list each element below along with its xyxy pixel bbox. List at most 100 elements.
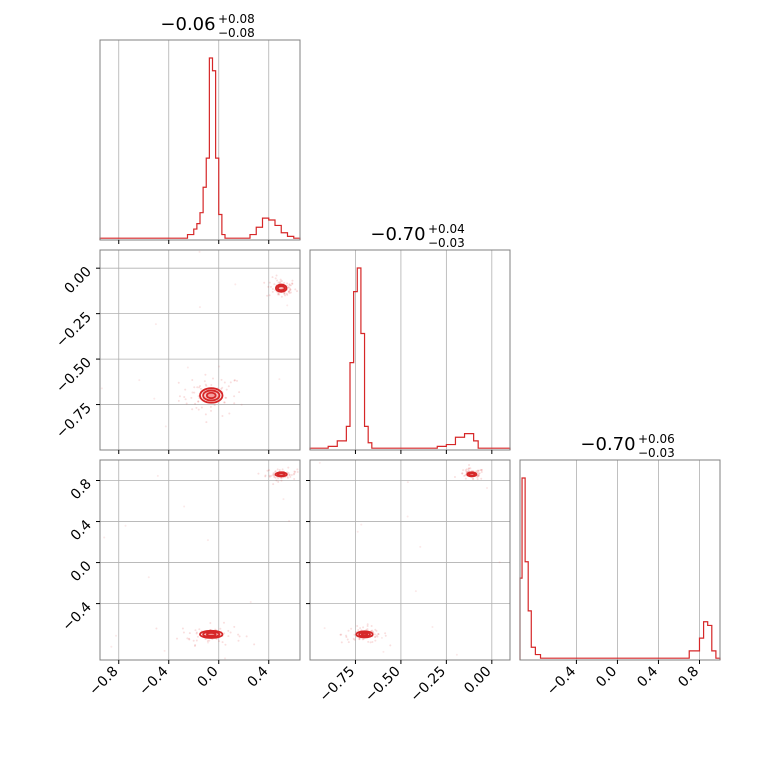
sample-point [204,383,207,386]
scatter-panel-0-1 [99,249,301,451]
sample-point [375,634,378,637]
sample-point [204,638,207,641]
parameter-title-lower-2: −0.03 [638,446,675,460]
parameter-title-lower-1: −0.03 [428,236,465,250]
sample-point [286,282,289,285]
sample-point [183,396,186,399]
sample-point [206,639,209,642]
sample-point [197,395,200,398]
sample-point [353,633,356,636]
sample-point [374,639,377,642]
sample-point [286,304,289,307]
x-tick-label: −0.25 [408,664,450,706]
sample-point [266,469,269,472]
sample-point [358,638,361,641]
sample-point [205,384,208,387]
sample-point [478,474,481,477]
sample-point [367,640,370,643]
parameter-title-2: −0.70 [580,434,635,455]
density-contour [276,285,286,292]
parameter-title-upper-0: +0.08 [218,12,255,26]
sample-point [376,635,379,638]
sample-point [274,277,277,280]
sample-point [198,250,201,253]
sample-point [220,387,223,390]
sample-point [192,639,195,642]
sample-point [302,474,304,476]
sample-point [291,282,294,285]
sample-point [223,401,226,404]
sample-point [279,476,282,479]
sample-point [462,469,465,472]
sample-point [229,381,232,384]
sample-point [464,469,467,472]
x-tick-label: 0.8 [675,664,702,691]
sample-point [455,653,458,656]
sample-point [283,291,286,294]
sample-point [480,468,483,471]
sample-point [234,283,237,286]
sample-point [200,406,203,409]
sample-point [479,468,482,471]
sample-point [227,629,230,632]
y-tick-label: −0.50 [53,355,95,397]
sample-point [277,292,280,295]
sample-point [208,639,211,642]
sample-point [296,471,299,474]
sample-point [280,476,283,479]
sample-point [186,366,189,369]
sample-point [477,472,480,475]
sample-point [220,378,223,381]
histogram-line-2 [519,477,721,660]
sample-point [485,486,488,489]
sample-point [340,633,343,636]
sample-point [468,463,471,466]
sample-point [288,287,291,290]
sample-point [277,480,280,483]
sample-point [476,476,479,479]
sample-point [498,561,501,564]
sample-point [361,638,364,641]
sample-point [155,627,158,630]
sample-point [293,470,296,473]
density-contour [205,631,217,637]
sample-point [197,400,200,403]
panel-frame [99,249,301,451]
sample-point [221,386,224,389]
sample-point [289,288,292,291]
sample-point [191,379,194,382]
sample-point [268,294,271,297]
sample-point [406,515,409,518]
sample-point [291,282,294,285]
sample-point [222,621,225,624]
sample-point [469,467,472,470]
sample-point [347,641,350,644]
sample-point [271,276,274,279]
sample-point [366,628,369,631]
sample-point [237,633,240,636]
sample-point [371,641,374,644]
sample-point [289,291,292,294]
sample-point [323,627,326,630]
sample-point [197,408,200,411]
sample-point [340,641,343,644]
sample-point [374,635,377,638]
sample-point [163,649,166,652]
sample-point [296,468,299,471]
sample-point [377,633,380,636]
sample-point [289,284,292,287]
sample-point [194,643,197,646]
sample-point [182,631,185,634]
sample-point [147,576,150,579]
sample-point [198,306,201,309]
sample-point [240,403,243,406]
sample-point [384,634,387,637]
sample-point [225,396,228,399]
sample-point [183,505,186,508]
sample-point [188,637,191,640]
sample-point [264,474,267,477]
sample-point [453,475,456,478]
sample-point [268,469,271,472]
sample-point [465,470,468,473]
sample-point [238,391,241,394]
